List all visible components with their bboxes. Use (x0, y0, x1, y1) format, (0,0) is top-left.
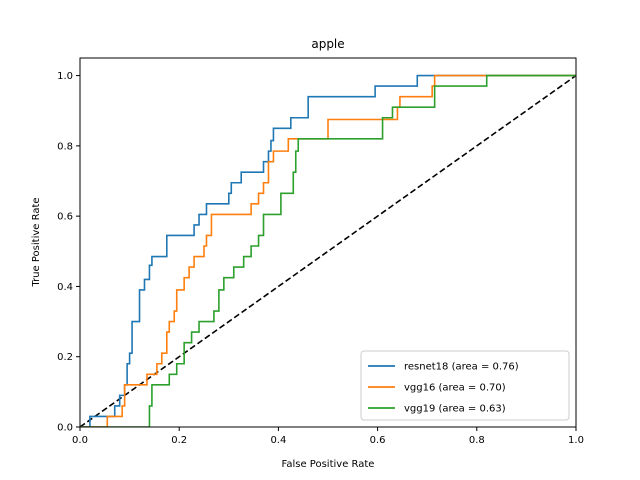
x-tick-label: 0.6 (370, 435, 386, 446)
legend-box (360, 350, 570, 421)
legend: resnet18 (area = 0.76) vgg16 (area = 0.70… (360, 350, 570, 421)
y-tick-label: 0.8 (57, 141, 73, 152)
y-tick-label: 1.0 (57, 71, 73, 82)
legend-item: vgg16 (area = 0.70) (368, 383, 506, 394)
chance-reference-line (80, 74, 576, 427)
y-axis-title: True Positive Rate (31, 197, 42, 287)
legend-label: vgg19 (area = 0.63) (404, 404, 506, 415)
legend-item: resnet18 (area = 0.76) (368, 362, 519, 373)
y-tick-label: 0.4 (57, 282, 73, 293)
legend-label: resnet18 (area = 0.76) (404, 362, 519, 373)
legend-item: vgg19 (area = 0.63) (368, 404, 506, 415)
x-tick-label: 0.4 (270, 435, 286, 446)
axes-frame (79, 57, 577, 428)
x-tick-label: 0.8 (469, 435, 485, 446)
x-tick-label: 0.0 (72, 435, 88, 446)
series-line-vgg19 (80, 74, 576, 427)
series-line-vgg16 (80, 74, 576, 427)
y-tick-label: 0.0 (57, 423, 73, 434)
x-tick-label: 1.0 (568, 435, 584, 446)
y-axis: 0.0 0.2 0.4 0.6 0.8 1.0 (57, 71, 80, 434)
x-tick-label: 0.2 (171, 435, 187, 446)
y-tick-label: 0.2 (57, 352, 73, 363)
y-tick-label: 0.6 (57, 212, 73, 223)
x-axis-title: False Positive Rate (282, 459, 375, 470)
x-axis: 0.0 0.2 0.4 0.6 0.8 1.0 (72, 427, 584, 446)
legend-label: vgg16 (area = 0.70) (404, 383, 506, 394)
chart-title: apple (311, 37, 344, 51)
plot-area (80, 74, 576, 427)
